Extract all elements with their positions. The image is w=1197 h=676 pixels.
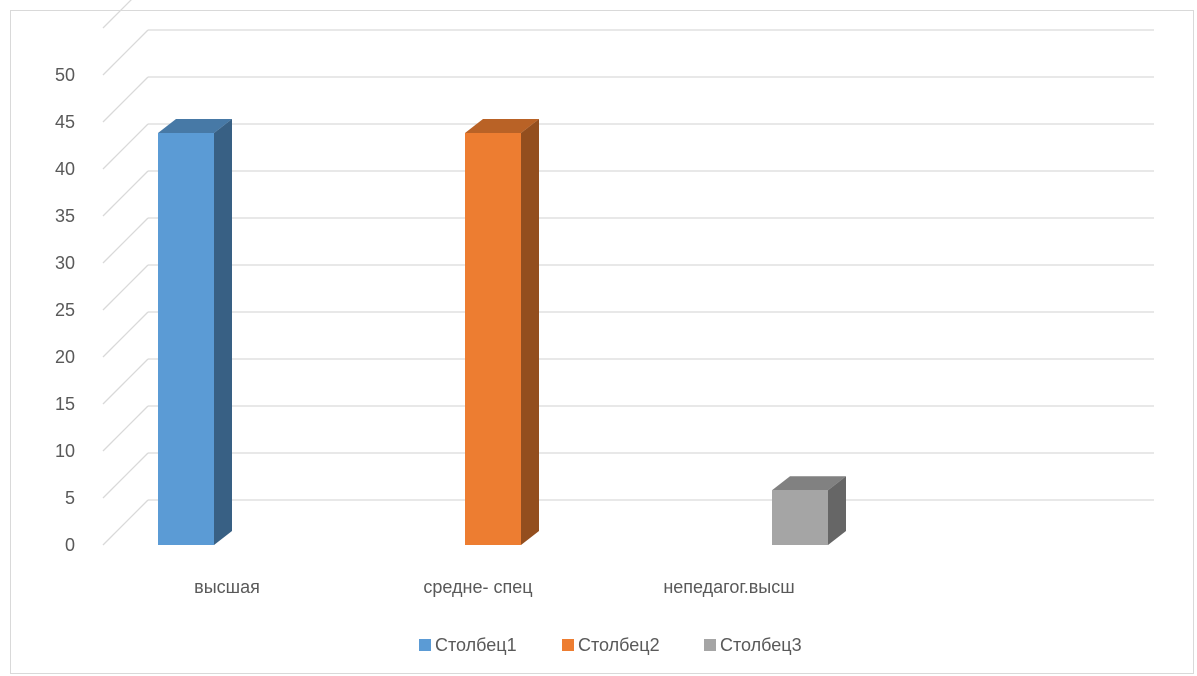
bar (465, 133, 521, 545)
y-tick-label: 50 (55, 65, 75, 85)
bar-side (828, 476, 846, 545)
grid-layer (102, 0, 1154, 546)
legend-label: Столбец1 (435, 635, 517, 655)
y-tick-label: 45 (55, 112, 75, 132)
y-tick-label: 40 (55, 159, 75, 179)
gridline-diagonal (102, 264, 149, 311)
gridline-diagonal (102, 217, 149, 264)
x-category-label: средне- спец (423, 577, 532, 597)
legend-swatch (704, 639, 716, 651)
legend-swatch (562, 639, 574, 651)
bar-side (214, 119, 232, 545)
bar-top (158, 119, 232, 133)
x-category-label: непедагог.высш (663, 577, 794, 597)
bars (158, 119, 846, 545)
gridline-diagonal (102, 358, 149, 405)
bar-side (521, 119, 539, 545)
y-tick-label: 25 (55, 300, 75, 320)
gridline-diagonal (102, 311, 149, 358)
y-axis-ticks: 0 5 10 15 20 25 30 35 40 45 50 (55, 65, 75, 555)
legend-label: Столбец3 (720, 635, 802, 655)
x-category-label: высшая (194, 577, 260, 597)
y-tick-label: 20 (55, 347, 75, 367)
y-tick-label: 5 (65, 488, 75, 508)
gridline-diagonal (102, 452, 149, 499)
bar (158, 133, 214, 545)
y-tick-label: 0 (65, 535, 75, 555)
legend: Столбец1 Столбец2 Столбец3 (419, 635, 802, 655)
gridline-diagonal (102, 123, 149, 170)
gridline-diagonal (102, 405, 149, 452)
legend-swatch (419, 639, 431, 651)
gridline-diagonal (102, 499, 149, 546)
x-axis-categories: высшая средне- спец непедагог.высш (194, 577, 795, 597)
y-tick-label: 15 (55, 394, 75, 414)
bar-top (772, 476, 846, 491)
gridline-diagonal-top (102, 0, 132, 29)
gridline-diagonal (102, 170, 149, 217)
gridline-diagonal (102, 76, 149, 123)
y-tick-label: 10 (55, 441, 75, 461)
legend-label: Столбец2 (578, 635, 660, 655)
y-tick-label: 30 (55, 253, 75, 273)
y-tick-label: 35 (55, 206, 75, 226)
bar (772, 490, 828, 545)
gridline-diagonal (102, 29, 149, 76)
bar-top (465, 119, 539, 133)
